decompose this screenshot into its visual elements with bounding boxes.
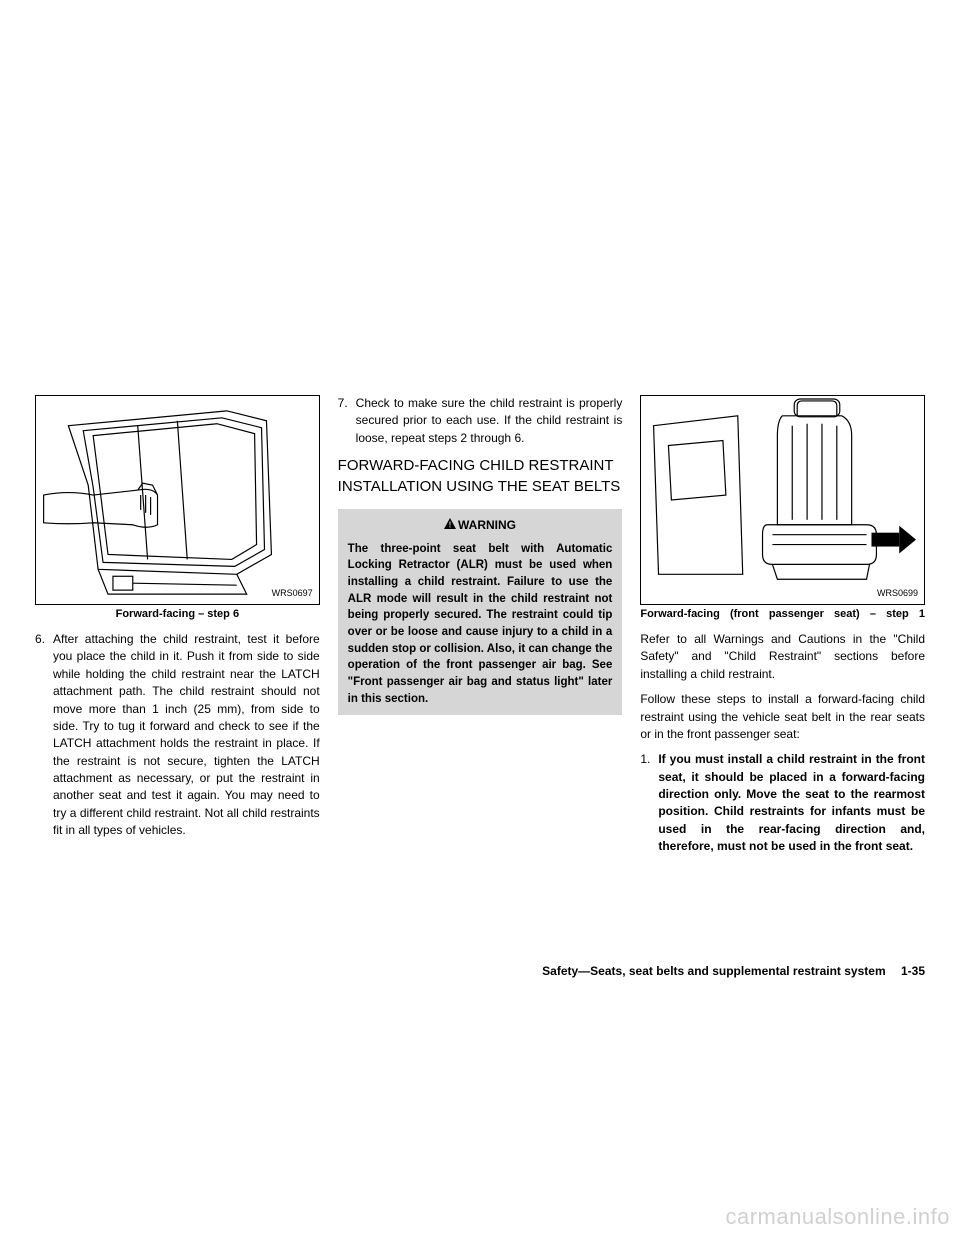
footer-text: Safety—Seats, seat belts and supplementa… bbox=[542, 964, 885, 978]
figure-2-caption: Forward-facing (front passenger seat) – … bbox=[640, 607, 925, 623]
page-content: WRS0697 Forward-facing – step 6 6. After… bbox=[0, 0, 960, 862]
page-number: 1-35 bbox=[901, 964, 925, 978]
list-num: 6. bbox=[35, 631, 53, 840]
list-text: After attaching the child restraint, tes… bbox=[53, 631, 320, 840]
page-footer: Safety—Seats, seat belts and supplementa… bbox=[542, 964, 925, 978]
figure-2: WRS0699 bbox=[640, 395, 925, 605]
list-item-6: 6. After attaching the child restraint, … bbox=[35, 631, 320, 840]
figure-2-label: WRS0699 bbox=[877, 587, 918, 600]
paragraph: Refer to all Warnings and Cautions in th… bbox=[640, 631, 925, 683]
svg-text:!: ! bbox=[449, 520, 452, 529]
column-2: 7. Check to make sure the child restrain… bbox=[338, 395, 623, 862]
paragraph: Follow these steps to install a forward-… bbox=[640, 691, 925, 743]
list-num: 1. bbox=[640, 751, 658, 855]
list-text: If you must install a child restraint in… bbox=[658, 751, 925, 855]
car-seat-test-illustration bbox=[36, 396, 319, 604]
list-item-1: 1. If you must install a child restraint… bbox=[640, 751, 925, 855]
figure-1-label: WRS0697 bbox=[272, 587, 313, 600]
section-heading: FORWARD-FACING CHILD RESTRAINT INSTALLAT… bbox=[338, 455, 623, 497]
list-num: 7. bbox=[338, 395, 356, 447]
list-text: Check to make sure the child restraint i… bbox=[356, 395, 623, 447]
figure-1: WRS0697 bbox=[35, 395, 320, 605]
warning-text: The three-point seat belt with Automatic… bbox=[348, 541, 613, 708]
warning-label: WARNING bbox=[458, 518, 516, 532]
warning-icon: ! bbox=[444, 518, 456, 535]
front-seat-illustration bbox=[641, 396, 924, 604]
list-item-7: 7. Check to make sure the child restrain… bbox=[338, 395, 623, 447]
column-3: WRS0699 Forward-facing (front passenger … bbox=[640, 395, 925, 862]
warning-title: ! WARNING bbox=[348, 517, 613, 534]
figure-1-caption: Forward-facing – step 6 bbox=[35, 607, 320, 623]
column-1: WRS0697 Forward-facing – step 6 6. After… bbox=[35, 395, 320, 862]
warning-box: ! WARNING The three-point seat belt with… bbox=[338, 509, 623, 715]
watermark: carmanualsonline.info bbox=[725, 1204, 950, 1230]
